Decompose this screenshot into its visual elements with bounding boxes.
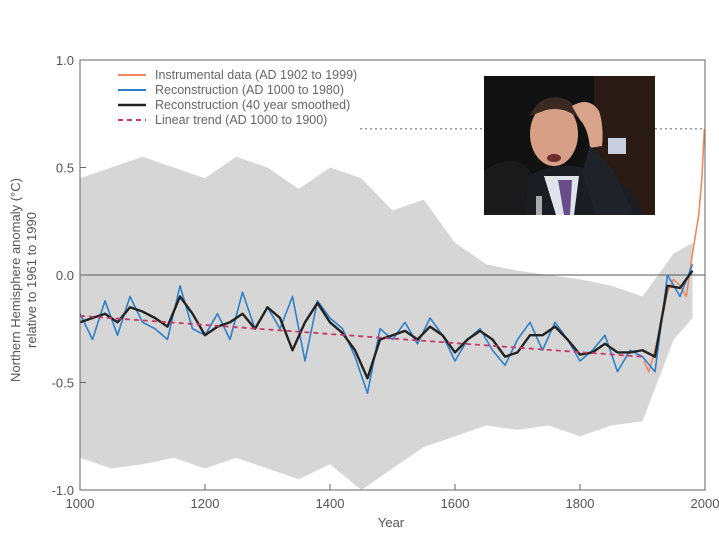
legend-label: Linear trend (AD 1000 to 1900) [155,113,327,127]
y-tick-label: 1.0 [56,53,74,68]
uncertainty-band [80,156,693,490]
series-line-1 [643,128,706,373]
series-line-4 [79,314,643,358]
legend-label: Instrumental data (AD 1902 to 1999) [155,68,357,82]
photo-icon [484,76,655,215]
legend: Instrumental data (AD 1902 to 1999)Recon… [118,68,357,127]
y-tick-label: 0.0 [56,268,74,283]
x-tick-label: 1800 [566,496,595,511]
x-tick-label: 1000 [66,496,95,511]
y-tick-label: -1.0 [52,483,74,498]
x-tick-label: 1600 [441,496,470,511]
x-tick-label: 1200 [191,496,220,511]
x-tick-label: 1400 [316,496,345,511]
inset-photo [484,76,655,215]
y-tick-label: 0.5 [56,161,74,176]
x-tick-label: 2000 [691,496,719,511]
series-layer [79,128,706,395]
y-tick-label: -0.5 [52,376,74,391]
zero-line-layer [80,128,705,276]
uncertainty-band-layer [80,156,693,490]
legend-label: Reconstruction (AD 1000 to 1980) [155,83,344,97]
y-axis-subtitle: relative to 1961 to 1990 [24,212,39,348]
y-axis-title: Northern Hemisphere anomaly (°C) [8,178,23,382]
ticks-layer: 1000 1200 1400 1600 1800 2000 1.0 0.5 0.0 -0.5 -1.… [52,53,719,511]
x-axis-title: Year [378,515,405,530]
legend-label: Reconstruction (40 year smoothed) [155,98,350,112]
